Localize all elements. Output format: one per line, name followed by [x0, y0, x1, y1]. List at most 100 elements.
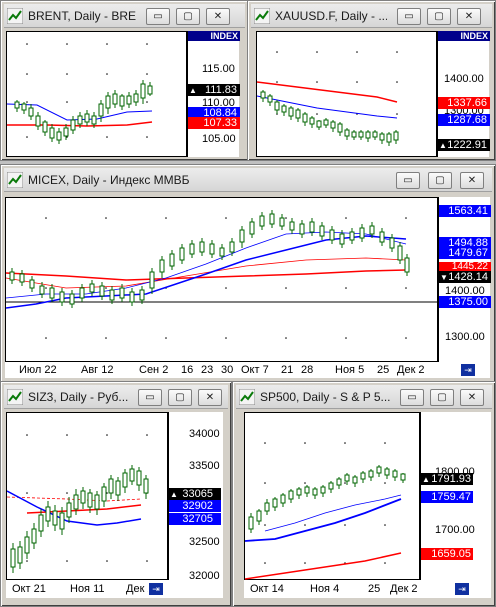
chart-window-brent[interactable]: BRENT, Daily - BRE... ▭ ▢ ✕ — [0, 0, 249, 161]
price-tag-last: ▲ 111.83 — [188, 84, 240, 96]
minimize-button[interactable]: ▭ — [397, 8, 421, 25]
price-chart[interactable] — [6, 31, 187, 157]
date-label: Ноя 11 — [70, 583, 105, 595]
maximize-button[interactable]: ▢ — [430, 389, 454, 406]
title-bar[interactable]: XAUUSD.F, Daily - ... ▭ ▢ ✕ — [251, 4, 492, 28]
chart-icon — [7, 172, 23, 188]
price-chart[interactable] — [5, 197, 439, 362]
tick-label: 32000 — [189, 570, 220, 582]
close-button[interactable]: ✕ — [206, 8, 230, 25]
chart-canvas — [7, 43, 153, 144]
tick-label: 110.00 — [202, 97, 235, 109]
arrow-up-icon: ▲ — [189, 86, 197, 95]
window-title: BRENT, Daily - BRE... — [28, 9, 136, 23]
maximize-button[interactable]: ▢ — [427, 8, 451, 25]
scroll-to-end-button[interactable]: ⇥ — [454, 582, 470, 596]
tick-label: 105.00 — [202, 133, 236, 145]
date-label: Окт 7 — [241, 364, 269, 376]
price-tag-ma-blue: 108.84 — [188, 107, 240, 119]
price-tag-support: 1375.00 — [439, 296, 491, 308]
time-axis[interactable]: Июл 22 Авг 12 Сен 2 16 23 30 Окт 7 21 28… — [5, 362, 490, 378]
price-axis[interactable]: 34000 33500 ▲ 33065 32902 32705 32500 32… — [168, 412, 223, 582]
window-title: SP500, Daily - S & P 5... — [260, 390, 390, 404]
chart-canvas — [245, 442, 406, 580]
date-label: 25 — [377, 364, 390, 376]
title-bar[interactable]: SP500, Daily - S & P 5... ▭ ▢ ✕ — [236, 385, 492, 409]
chart-icon — [239, 389, 255, 405]
time-axis[interactable]: Окт 21 Ноя 11 Дек 2 ⇥ — [6, 580, 223, 598]
date-label: Сен 2 — [139, 364, 169, 376]
date-label: 25 — [368, 583, 381, 595]
date-label: Окт 14 — [250, 583, 284, 595]
chart-icon — [254, 8, 270, 24]
date-label: Ноя 5 — [335, 364, 365, 376]
price-tag-ma-blue-2: 1479.67 — [439, 247, 491, 259]
ma-blue-line — [7, 490, 142, 526]
title-bar[interactable]: SIZ3, Daily - Руб... ▭ ▢ ✕ — [4, 385, 228, 409]
price-chart[interactable] — [244, 412, 420, 580]
arrow-up-icon: ▲ — [422, 475, 430, 484]
chart-canvas — [257, 51, 399, 146]
date-label: 21 — [281, 364, 294, 376]
close-button[interactable]: ✕ — [457, 8, 481, 25]
chart-window-xauusd[interactable]: XAUUSD.F, Daily - ... ▭ ▢ ✕ — [247, 0, 496, 161]
close-button[interactable]: ✕ — [460, 172, 484, 189]
close-button[interactable]: ✕ — [198, 389, 222, 406]
date-label: Дек 2 — [397, 364, 425, 376]
arrow-up-icon: ▲ — [170, 490, 178, 499]
arrow-down-icon: ▼ — [440, 273, 448, 282]
price-tag-ma-blue-2: 32705 — [169, 513, 221, 525]
tick-label: 34000 — [189, 428, 220, 440]
ma-red-line — [257, 81, 398, 103]
price-tag-last: ▼ 1428.14 — [439, 271, 491, 283]
ma-blue-line — [257, 95, 398, 119]
minimize-button[interactable]: ▭ — [396, 172, 420, 189]
price-tag-ma-red: 1659.05 — [421, 548, 473, 560]
chart-canvas — [6, 210, 439, 339]
title-bar[interactable]: BRENT, Daily - BRE... ▭ ▢ ✕ — [4, 4, 245, 28]
chart-icon — [7, 389, 23, 405]
price-axis[interactable]: INDEX 115.00 110.00 105.00 ▲ 111.83 108.… — [187, 31, 240, 157]
price-axis[interactable]: 1800.00 ▲ 1791.93 1759.47 1700.00 1659.0… — [420, 412, 491, 580]
minimize-button[interactable]: ▭ — [138, 389, 162, 406]
date-label: Ноя 4 — [310, 583, 340, 595]
date-label: 28 — [301, 364, 314, 376]
price-chart[interactable] — [6, 412, 168, 580]
price-axis[interactable]: 1563.41 1494.88 1479.67 1445.22 ▼ 1428.1… — [438, 197, 491, 362]
date-label: Дек 2 — [126, 583, 154, 595]
maximize-button[interactable]: ▢ — [176, 8, 200, 25]
price-axis[interactable]: INDEX 1400.00 1300.00 1337.66 1287.68 ▲ … — [437, 31, 490, 157]
ma-blue-line — [245, 498, 402, 542]
maximize-button[interactable]: ▢ — [168, 389, 192, 406]
time-axis[interactable]: Окт 14 Ноя 4 25 Дек 2 ⇥ — [244, 580, 491, 598]
ma-red-thin-line — [6, 257, 407, 289]
tick-label: 1700.00 — [435, 524, 475, 536]
price-tag-ma-red: 1445.22 — [439, 262, 491, 272]
date-label: 16 — [181, 364, 194, 376]
ma-red-line — [245, 552, 402, 580]
chart-window-micex[interactable]: MICEX, Daily - Индекс ММВБ ▭ ▢ ✕ — [0, 164, 496, 384]
title-bar[interactable]: MICEX, Daily - Индекс ММВБ ▭ ▢ ✕ — [4, 168, 492, 192]
price-tag-ma-blue: 1494.88 — [439, 237, 491, 249]
price-tag-last: ▲ 1791.93 — [421, 473, 473, 485]
minimize-button[interactable]: ▭ — [400, 389, 424, 406]
date-label: Окт 21 — [12, 583, 46, 595]
date-label: 23 — [201, 364, 214, 376]
maximize-button[interactable]: ▢ — [428, 172, 452, 189]
chart-window-siz3[interactable]: SIZ3, Daily - Руб... ▭ ▢ ✕ — [0, 381, 232, 607]
close-button[interactable]: ✕ — [460, 389, 484, 406]
price-chart[interactable] — [256, 31, 437, 157]
scroll-to-end-button[interactable]: ⇥ — [148, 582, 164, 596]
price-tag-last: ▲ 33065 — [169, 488, 221, 500]
chart-window-sp500[interactable]: SP500, Daily - S & P 5... ▭ ▢ ✕ — [232, 381, 496, 607]
scroll-to-end-button[interactable]: ⇥ — [460, 363, 476, 377]
window-title: XAUUSD.F, Daily - ... — [275, 9, 387, 23]
index-label: INDEX — [438, 31, 490, 41]
price-tag-ma-blue: 1759.47 — [421, 491, 473, 503]
window-title: MICEX, Daily - Индекс ММВБ — [28, 173, 190, 187]
ma-red-line — [6, 269, 407, 281]
minimize-button[interactable]: ▭ — [146, 8, 170, 25]
tick-label: 32500 — [189, 536, 220, 548]
window-title: SIZ3, Daily - Руб... — [28, 390, 128, 404]
tick-label: 1400.00 — [445, 285, 485, 297]
